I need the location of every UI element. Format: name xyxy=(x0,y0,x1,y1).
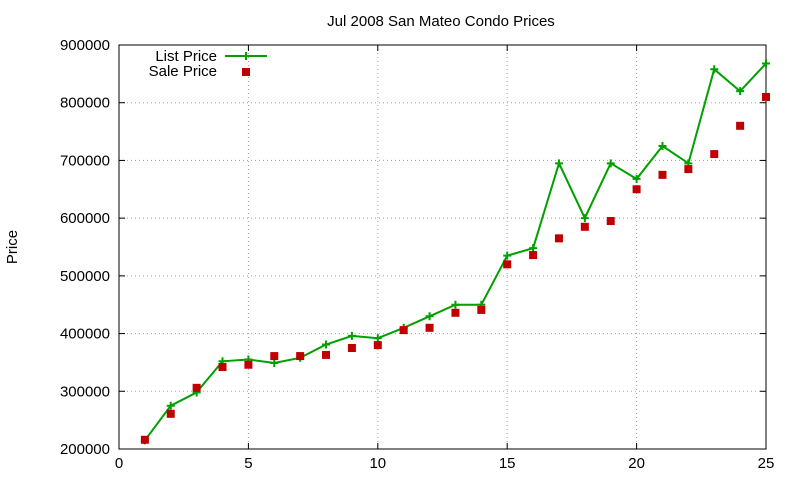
sale-price-point xyxy=(296,352,305,361)
legend-label-sale-price: Sale Price xyxy=(149,63,217,80)
list-price-point xyxy=(580,214,589,223)
y-tick-label: 600000 xyxy=(60,210,110,227)
x-tick-label: 20 xyxy=(628,455,645,472)
sale-price-point xyxy=(347,344,356,352)
y-tick-label: 700000 xyxy=(60,152,110,169)
chart-title: Jul 2008 San Mateo Condo Prices xyxy=(327,13,555,30)
list-price-point xyxy=(529,244,538,253)
sale-price-point xyxy=(580,222,589,231)
y-tick-label: 900000 xyxy=(60,37,110,54)
list-price-point xyxy=(710,65,719,74)
list-price-point xyxy=(554,159,563,168)
x-tick-label: 25 xyxy=(758,455,775,472)
sale-price-point xyxy=(451,308,460,317)
y-tick-label: 500000 xyxy=(60,268,110,285)
sale-price-point xyxy=(710,150,719,159)
sale-price-point xyxy=(736,121,745,130)
list-price-point xyxy=(425,312,434,321)
sale-price-point xyxy=(166,409,175,418)
sale-price-point xyxy=(554,234,563,243)
list-price-point xyxy=(166,401,175,410)
sale-price-point xyxy=(529,251,538,260)
x-tick-label: 0 xyxy=(115,455,123,472)
sale-price-point xyxy=(140,435,149,444)
sale-price-point xyxy=(477,305,486,314)
sale-price-point xyxy=(270,352,279,361)
sale-price-point xyxy=(244,360,253,369)
list-price-point xyxy=(451,300,460,309)
list-price-line xyxy=(144,62,767,441)
y-tick-label: 400000 xyxy=(60,326,110,343)
sale-price-point xyxy=(606,217,615,226)
sale-price-point xyxy=(425,323,434,332)
y-tick-label: 200000 xyxy=(60,441,110,458)
sale-price-point xyxy=(658,170,667,179)
y-axis-label: Price xyxy=(4,230,21,264)
list-price-point xyxy=(606,159,615,168)
list-price-point xyxy=(347,331,356,340)
x-tick-label: 10 xyxy=(369,455,386,472)
list-price-point xyxy=(270,359,279,368)
sale-price-point xyxy=(762,92,770,101)
legend-label-list-price: List Price xyxy=(155,48,217,65)
list-price-point xyxy=(632,174,641,183)
sale-price-point xyxy=(684,165,693,174)
x-tick-label: 15 xyxy=(499,455,516,472)
sale-price-point xyxy=(503,260,512,269)
list-price-point xyxy=(322,340,331,349)
legend-marker-sale-price xyxy=(242,68,250,76)
plot-frame xyxy=(118,44,767,450)
sale-price-point xyxy=(192,383,201,392)
sale-price-point xyxy=(373,341,382,350)
y-tick-label: 300000 xyxy=(60,383,110,400)
grid xyxy=(119,45,766,449)
series xyxy=(140,59,770,445)
sale-price-point xyxy=(218,363,227,372)
y-tick-label: 800000 xyxy=(60,95,110,112)
list-price-point xyxy=(736,87,745,96)
sale-price-point xyxy=(632,185,641,194)
list-price-point xyxy=(373,334,382,343)
legend-marker-list-price xyxy=(242,52,250,60)
axis-ticks: 0 5 10 15 20 25 200000 300000 400000 500000 600000… xyxy=(60,37,774,472)
list-price-point xyxy=(658,142,667,150)
sale-price-point xyxy=(322,350,331,359)
sale-price-point xyxy=(399,326,408,335)
list-price-point xyxy=(762,59,770,68)
list-price-point xyxy=(503,251,512,260)
x-tick-label: 5 xyxy=(244,455,252,472)
